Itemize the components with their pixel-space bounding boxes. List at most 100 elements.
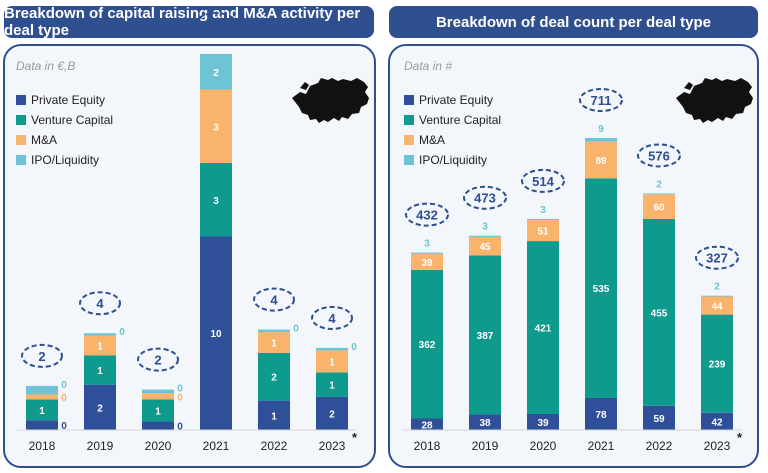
- left-bar-ipo-liquidity-2022: [258, 329, 290, 333]
- right-bar-venture-capital-2020: [527, 241, 559, 414]
- right-value-label-ipo-liquidity-2023: 2: [714, 282, 720, 293]
- right-value-label-private-equity-2018: 28: [421, 420, 433, 431]
- left-bar-venture-capital-2018: [26, 399, 58, 421]
- right-value-label-private-equity-2019: 38: [479, 418, 491, 429]
- right-bar-private-equity-2020: [527, 413, 559, 430]
- left-legend-label-ipo-liquidity: IPO/Liquidity: [31, 153, 99, 167]
- left-bar-private-equity-2018: [26, 420, 58, 430]
- left-bar-ma-2020: [142, 393, 174, 400]
- right-bar-ipo-liquidity-2018: [411, 252, 443, 254]
- right-value-label-venture-capital-2021: 535: [593, 284, 610, 295]
- right-bar-private-equity-2019: [469, 414, 501, 430]
- right-value-label-ma-2018: 39: [421, 258, 433, 269]
- left-value-label-private-equity-2022: 1: [271, 411, 277, 422]
- right-x-tick-2021: 2021: [588, 439, 615, 453]
- left-total-label-2019: 4: [96, 296, 104, 311]
- left-bar-private-equity-2021: [200, 236, 232, 430]
- right-bar-ipo-liquidity-2023: [701, 295, 733, 297]
- right-x-tick-2018: 2018: [414, 439, 441, 453]
- left-total-label-2023: 4: [328, 311, 336, 326]
- left-value-label-ipo-liquidity-2020: 0: [177, 384, 183, 395]
- right-bar-venture-capital-2019: [469, 255, 501, 415]
- right-bar-private-equity-2023: [701, 412, 733, 430]
- right-value-label-ipo-liquidity-2018: 3: [424, 239, 430, 250]
- left-x-tick-2021: 2021: [203, 439, 230, 453]
- right-value-label-venture-capital-2018: 362: [419, 340, 436, 351]
- left-value-label-ipo-liquidity-2022: 0: [293, 324, 299, 335]
- left-legend-label-ma: M&A: [31, 133, 57, 147]
- right-x-tick-2019: 2019: [472, 439, 499, 453]
- right-bar-venture-capital-2018: [411, 269, 443, 419]
- right-bar-ma-2023: [701, 296, 733, 315]
- left-chart: Data in €,B Private Equity Venture Capital…: [16, 12, 369, 453]
- europe-map-icon: [292, 78, 369, 123]
- right-total-bubble-2020: [521, 168, 565, 193]
- europe-map-icon: [684, 82, 693, 90]
- left-legend-swatch-ma: [16, 135, 26, 145]
- left-total-bubble-2018: [21, 343, 63, 368]
- left-bar-ma-2019: [84, 335, 116, 356]
- right-bar-ma-2020: [527, 220, 559, 242]
- left-x-tick-2022: 2022: [261, 439, 288, 453]
- left-legend-label-private-equity: Private Equity: [31, 93, 105, 107]
- left-value-label-private-equity-2021: 10: [210, 329, 222, 340]
- right-total-bubble-2022: [637, 143, 681, 168]
- right-total-bubble-2021: [579, 88, 623, 112]
- right-value-label-venture-capital-2023: 239: [709, 360, 726, 371]
- right-legend-label-ma: M&A: [419, 133, 445, 147]
- right-total-label-2022: 576: [648, 148, 670, 163]
- left-x-tick-2018: 2018: [29, 439, 56, 453]
- left-total-bubble-2020: [137, 347, 179, 372]
- left-total-bubble-2023: [311, 305, 353, 330]
- left-bar-venture-capital-2019: [84, 355, 116, 385]
- right-bar-private-equity-2018: [411, 418, 443, 430]
- left-data-note: Data in €,B: [16, 59, 75, 73]
- right-value-label-ma-2019: 45: [479, 242, 491, 253]
- right-legend-swatch-ipo-liquidity: [404, 155, 414, 165]
- right-value-label-private-equity-2021: 78: [595, 410, 607, 421]
- left-value-label-ma-2022: 1: [271, 338, 277, 349]
- right-bar-ma-2021: [585, 141, 617, 179]
- left-value-label-ma-2020: 0: [177, 392, 183, 403]
- right-bar-ipo-liquidity-2020: [527, 218, 559, 221]
- right-value-label-ma-2022: 60: [653, 203, 665, 214]
- right-bar-ma-2018: [411, 253, 443, 270]
- right-chart-header: Breakdown of deal count per deal type: [389, 6, 758, 38]
- right-value-label-ipo-liquidity-2020: 3: [540, 205, 546, 216]
- right-bar-ipo-liquidity-2021: [585, 138, 617, 142]
- left-bar-ipo-liquidity-2020: [142, 389, 174, 394]
- left-value-label-ipo-liquidity-2021: 2: [213, 68, 219, 79]
- left-bar-ma-2022: [258, 332, 290, 353]
- left-legend-swatch-venture-capital: [16, 115, 26, 125]
- right-value-label-private-equity-2022: 59: [653, 414, 665, 425]
- left-value-label-ma-2019: 1: [97, 341, 103, 352]
- right-value-label-ma-2021: 89: [595, 156, 607, 167]
- left-total-bubble-2021: [195, 12, 237, 37]
- left-x-tick-2023: 2023: [319, 439, 346, 453]
- left-bar-ma-2018: [26, 394, 58, 400]
- left-bar-ipo-liquidity-2023: [316, 347, 348, 351]
- right-x-tick-2022: 2022: [646, 439, 673, 453]
- right-x-tick-2023: 2023: [704, 439, 731, 453]
- left-legend-label-venture-capital: Venture Capital: [31, 113, 113, 127]
- left-bar-private-equity-2019: [84, 384, 116, 430]
- right-total-bubble-2018: [405, 202, 449, 227]
- right-bar-ma-2022: [643, 194, 675, 219]
- right-bar-private-equity-2022: [643, 405, 675, 430]
- left-asterisk: *: [352, 430, 358, 445]
- right-x-tick-2020: 2020: [530, 439, 557, 453]
- left-value-label-venture-capital-2023: 1: [329, 381, 335, 392]
- right-total-label-2018: 432: [416, 208, 438, 223]
- right-data-note: Data in #: [404, 59, 452, 73]
- left-bar-ma-2023: [316, 350, 348, 373]
- right-total-label-2023: 327: [706, 251, 728, 266]
- right-legend-label-venture-capital: Venture Capital: [419, 113, 501, 127]
- left-total-bubble-2019: [79, 291, 121, 316]
- left-total-label-2021: 18: [209, 17, 223, 32]
- left-value-label-private-equity-2019: 2: [97, 403, 103, 414]
- left-total-label-2020: 2: [154, 353, 161, 368]
- right-value-label-venture-capital-2020: 421: [535, 324, 552, 335]
- left-value-label-private-equity-2020: 0: [177, 422, 183, 433]
- left-value-label-venture-capital-2021: 3: [213, 196, 219, 207]
- europe-map-icon: [676, 78, 753, 123]
